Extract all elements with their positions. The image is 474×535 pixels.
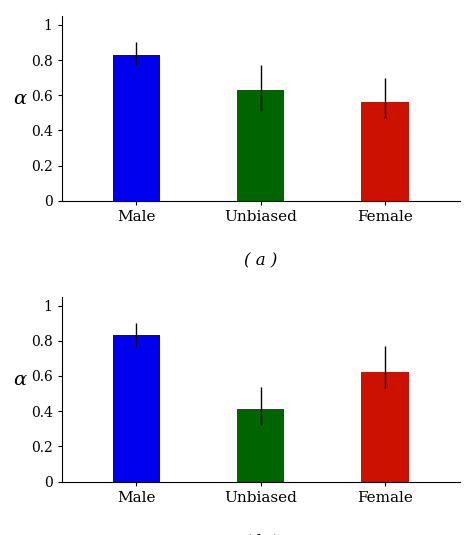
Y-axis label: α: α	[13, 371, 26, 389]
Text: ( a ): ( a )	[244, 253, 277, 270]
Bar	[237, 90, 284, 201]
Bar	[113, 335, 160, 482]
Bar	[113, 55, 160, 201]
Text: ( b ): ( b )	[244, 533, 278, 535]
Bar	[362, 372, 409, 482]
Bar	[237, 409, 284, 482]
Bar	[362, 102, 409, 201]
Y-axis label: α: α	[13, 90, 26, 109]
